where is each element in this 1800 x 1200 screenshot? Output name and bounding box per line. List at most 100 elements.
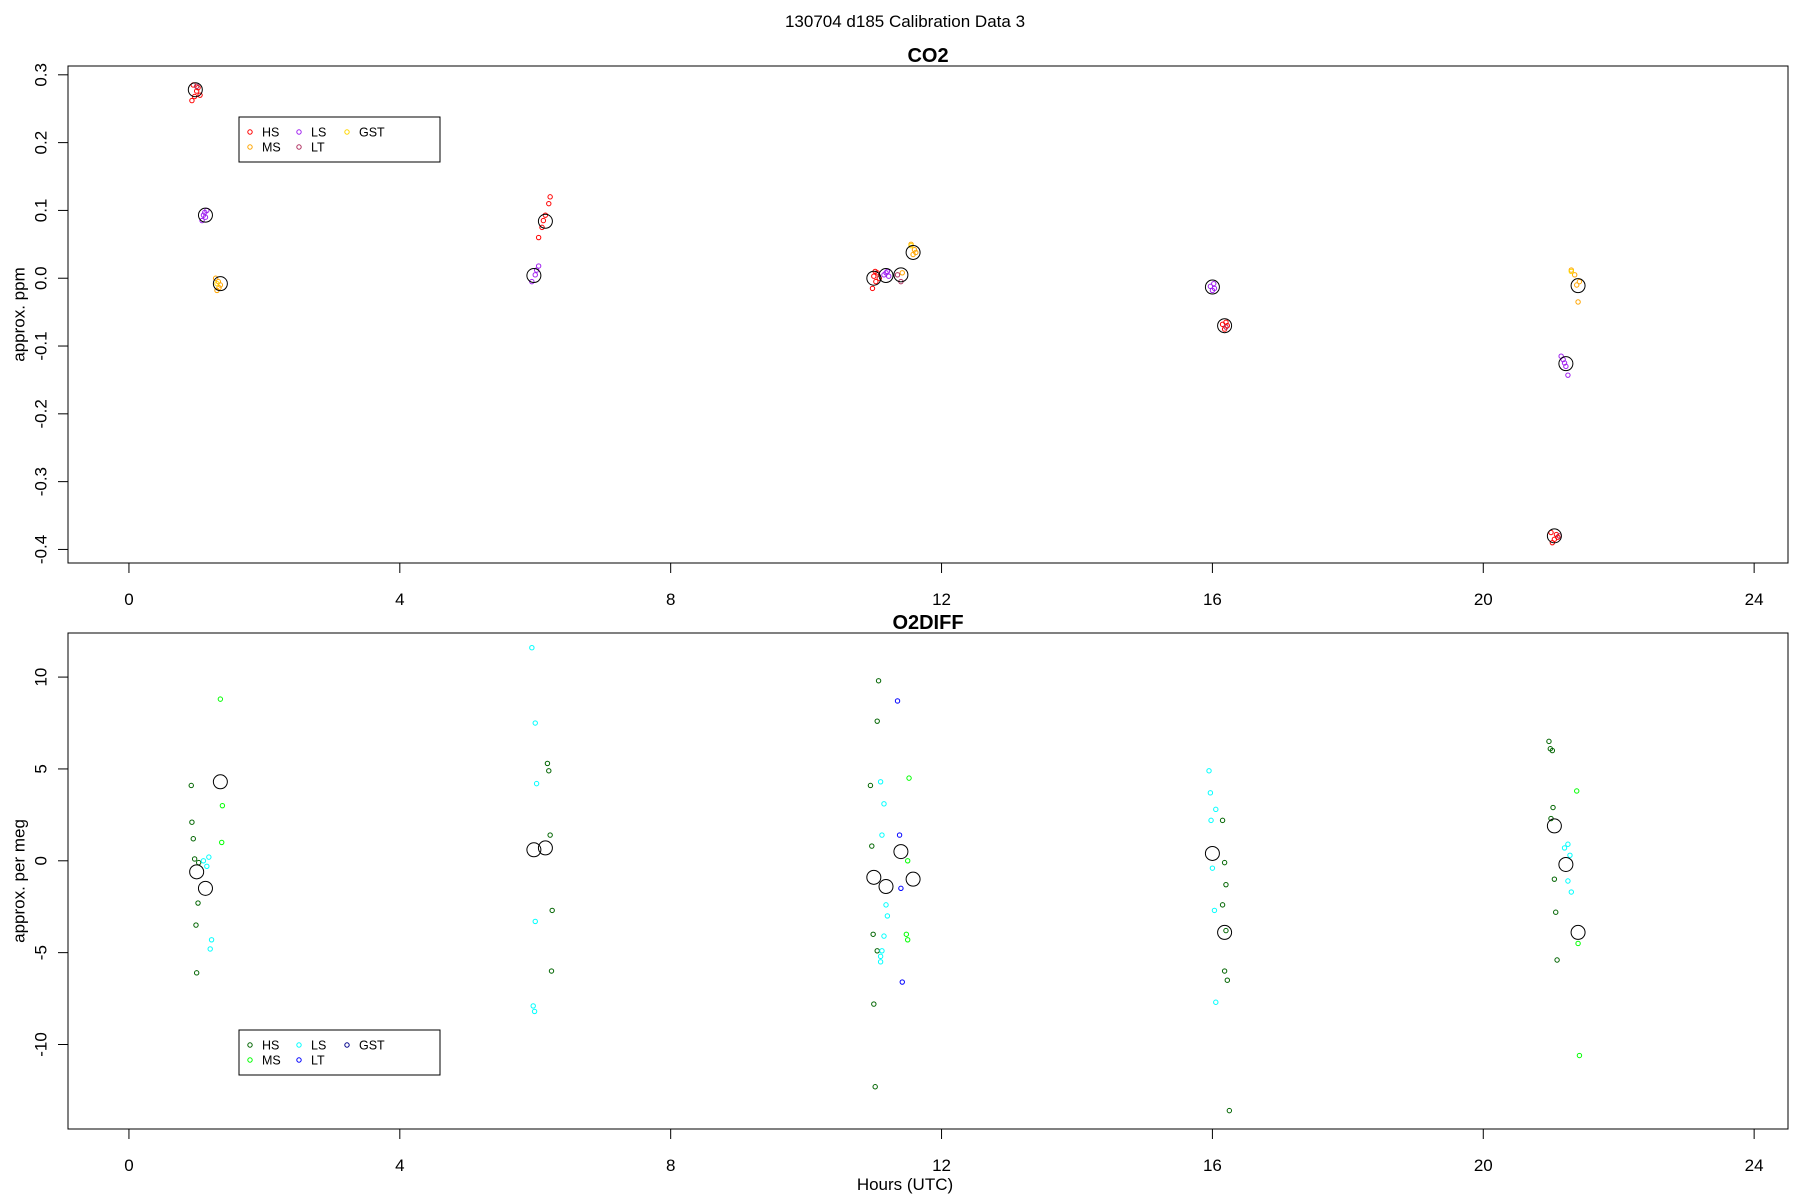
- o2diff-data-point: [883, 902, 889, 908]
- co2-data-point: [1223, 324, 1229, 330]
- o2diff-data-point: [1574, 788, 1580, 794]
- co2-data-point: [193, 83, 200, 90]
- co2-legend-label: MS: [262, 141, 281, 155]
- o2diff-data-point: [1213, 806, 1219, 813]
- o2diff-data-point: [219, 839, 225, 846]
- o2diff-data-point: [204, 863, 210, 870]
- co2-legend-item-gst: GST: [344, 126, 385, 140]
- co2-series-gst: [214, 242, 1575, 287]
- o2diff-x-tick-label: 20: [1474, 1156, 1493, 1175]
- co2-legend-label: GST: [359, 126, 385, 140]
- figure-title: 130704 d185 Calibration Data 3: [785, 12, 1025, 31]
- o2diff-legend-label: HS: [262, 1039, 279, 1053]
- co2-data-point: [540, 217, 547, 224]
- o2diff-panel: O2DIFF 0 4 8 12 16 20 24 -10 -5 0 5 10 approx. per me…: [9, 612, 1789, 1175]
- co2-data-point: [202, 214, 209, 220]
- o2diff-data-point: [1221, 859, 1228, 866]
- o2diff-legend-symbol: [296, 1057, 302, 1063]
- co2-data-point: [535, 263, 542, 269]
- co2-data-point: [869, 285, 876, 292]
- o2diff-data-point: [904, 937, 911, 943]
- co2-mean-marker: [1558, 356, 1574, 372]
- o2diff-data-point: [1224, 977, 1231, 983]
- co2-series-ms: [212, 241, 1583, 305]
- o2diff-data-point: [884, 913, 891, 919]
- co2-mean-marker: [893, 267, 909, 283]
- co2-x-tick-label: 8: [666, 590, 675, 609]
- co2-legend-item-ls: LS: [296, 126, 326, 140]
- o2diff-y-axis-label: approx. per meg: [9, 819, 28, 943]
- co2-data-point: [212, 275, 219, 281]
- o2diff-data-point: [1219, 817, 1226, 824]
- o2diff-data-point: [549, 907, 555, 914]
- o2diff-series-ls: [200, 644, 1575, 1015]
- co2-data-point: [1576, 278, 1583, 285]
- co2-x-tick-label: 0: [124, 590, 133, 609]
- co2-legend-label: HS: [262, 126, 279, 140]
- co2-mean-marker: [526, 268, 542, 284]
- o2diff-legend-symbol: [344, 1042, 350, 1048]
- o2diff-data-point: [1568, 889, 1575, 895]
- o2diff-data-point: [879, 948, 885, 954]
- co2-x-tick-label: 20: [1474, 590, 1493, 609]
- co2-mean-marker: [1217, 318, 1233, 334]
- o2diff-data-point: [193, 922, 199, 928]
- o2diff-data-point: [894, 698, 901, 704]
- co2-data-point: [1571, 272, 1578, 278]
- co2-mean-marker: [1546, 528, 1562, 544]
- o2diff-y-tick-label: -5: [31, 945, 50, 960]
- co2-data-point: [189, 97, 195, 104]
- o2diff-x-tick-label: 12: [932, 1156, 951, 1175]
- co2-mean-marker: [537, 213, 553, 229]
- o2diff-data-point: [1575, 940, 1581, 947]
- o2diff-data-point: [1565, 841, 1571, 847]
- co2-legend-symbol: [344, 129, 350, 135]
- co2-x-tick-label: 24: [1745, 590, 1764, 609]
- o2diff-legend-item-ls: LS: [296, 1039, 326, 1053]
- o2diff-panel-title: O2DIFF: [892, 612, 963, 634]
- co2-legend-box: [238, 116, 441, 163]
- o2diff-data-point: [877, 779, 884, 785]
- o2diff-data-point: [1551, 876, 1558, 882]
- o2diff-data-point: [881, 801, 887, 807]
- co2-data-point: [547, 194, 553, 200]
- o2diff-y-tick-label: 10: [31, 668, 50, 687]
- o2diff-legend-box: [238, 1029, 441, 1076]
- o2diff-data-point: [544, 760, 551, 767]
- o2diff-x-tick-label: 8: [666, 1156, 675, 1175]
- o2diff-mean-marker: [189, 864, 205, 880]
- co2-mean-marker: [878, 268, 894, 284]
- co2-legend-label: LT: [311, 141, 325, 155]
- co2-data-point: [546, 200, 552, 207]
- o2diff-data-point: [1576, 1052, 1583, 1059]
- co2-data-point: [1211, 285, 1218, 292]
- co2-mean-marker: [212, 276, 228, 292]
- o2diff-data-point: [869, 843, 875, 849]
- co2-data-point: [886, 273, 892, 279]
- co2-mean-marker: [1204, 279, 1220, 295]
- co2-data-point: [1207, 283, 1214, 290]
- o2diff-means: [189, 774, 1586, 940]
- co2-y-tick-label: -0.2: [31, 399, 50, 428]
- co2-legend-symbol: [247, 129, 253, 135]
- o2diff-data-point: [874, 718, 880, 724]
- co2-y-tick-label: 0.1: [31, 199, 50, 223]
- o2diff-mean-marker: [537, 840, 553, 856]
- o2diff-data-point: [190, 836, 196, 842]
- co2-data-point: [1568, 268, 1575, 275]
- o2diff-data-point: [1550, 804, 1556, 811]
- co2-legend-symbol: [296, 129, 302, 135]
- o2diff-data-point: [1554, 957, 1560, 963]
- o2diff-data-point: [193, 970, 200, 976]
- o2diff-y-tick-label: 5: [31, 764, 50, 773]
- co2-data-point: [1555, 534, 1561, 540]
- o2diff-data-point: [1206, 768, 1212, 774]
- co2-data-point: [214, 280, 220, 287]
- o2diff-data-point: [1226, 1107, 1233, 1114]
- o2diff-data-point: [547, 832, 553, 838]
- o2diff-mean-marker: [1204, 845, 1220, 861]
- o2diff-data-point: [548, 968, 555, 974]
- o2diff-data-point: [1549, 747, 1556, 754]
